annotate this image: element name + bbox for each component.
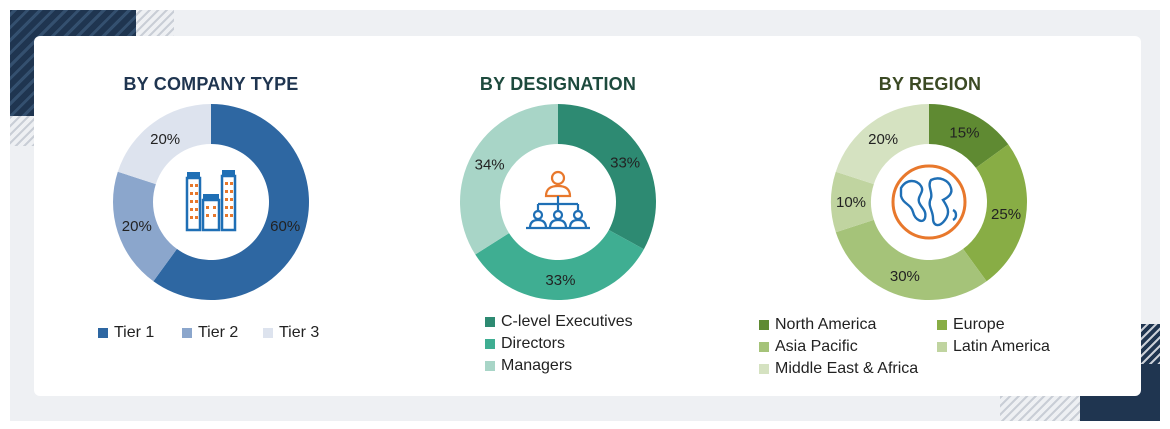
slice-directors bbox=[475, 229, 644, 300]
donut-company-type: 60% 20% 20% bbox=[113, 104, 309, 300]
data-label: 15% bbox=[949, 125, 979, 142]
slice-middle-east-africa bbox=[835, 104, 929, 185]
legend-label: Tier 1 bbox=[114, 324, 155, 341]
slice-managers bbox=[460, 104, 558, 255]
legend-swatch bbox=[263, 328, 273, 338]
chart-title-designation: BY DESIGNATION bbox=[479, 74, 637, 94]
data-label: 10% bbox=[836, 194, 866, 211]
slice-latin-america bbox=[831, 171, 874, 233]
slice-europe bbox=[963, 144, 1027, 282]
chart-title-company-type: BY COMPANY TYPE bbox=[123, 74, 299, 94]
legend-item: North America bbox=[759, 316, 876, 334]
slice-tier-2 bbox=[113, 171, 177, 282]
legend-item: Asia Pacific bbox=[759, 338, 858, 356]
legend-item: Tier 2 bbox=[182, 324, 238, 342]
legend-swatch bbox=[485, 361, 495, 371]
chart-title-region: BY REGION bbox=[878, 74, 982, 94]
legend-label: Latin America bbox=[953, 338, 1050, 355]
legend-item: Managers bbox=[485, 357, 572, 375]
slice-tier-1 bbox=[153, 104, 309, 300]
legend-swatch bbox=[485, 317, 495, 327]
data-label: 20% bbox=[150, 131, 180, 148]
legend-label: Tier 2 bbox=[198, 324, 239, 341]
legend-swatch bbox=[937, 342, 947, 352]
legend-label: Europe bbox=[953, 316, 1005, 333]
legend-label: Tier 3 bbox=[279, 324, 320, 341]
data-label: 30% bbox=[890, 268, 920, 285]
decor-hatch-right bbox=[1141, 324, 1160, 364]
legend-item: Latin America bbox=[937, 338, 1050, 356]
legend-swatch bbox=[182, 328, 192, 338]
legend-label: C-level Executives bbox=[501, 313, 633, 330]
slice-c-level-executives bbox=[558, 104, 656, 250]
slice-asia-pacific bbox=[835, 219, 987, 300]
decor-hatch-left bbox=[10, 116, 34, 146]
globe-icon bbox=[891, 164, 967, 240]
donut-designation: 33% 33% 34% bbox=[460, 104, 656, 300]
data-label: 60% bbox=[270, 218, 300, 235]
donut-region: 15% 25% 30% 10% 20% bbox=[831, 104, 1027, 300]
data-label: 20% bbox=[122, 218, 152, 235]
legend-label: Directors bbox=[501, 335, 566, 352]
legend-label: Managers bbox=[501, 357, 573, 374]
legend-label: Middle East & Africa bbox=[775, 360, 919, 377]
buildings-icon bbox=[185, 170, 237, 232]
legend-label: North America bbox=[775, 316, 877, 333]
org-hierarchy-icon bbox=[526, 170, 590, 230]
slice-tier-3 bbox=[117, 104, 211, 185]
legend-item: Tier 3 bbox=[263, 324, 319, 342]
data-label: 34% bbox=[475, 156, 505, 173]
legend-item: Middle East & Africa bbox=[759, 360, 918, 378]
legend-swatch bbox=[759, 320, 769, 330]
legend-item: Tier 1 bbox=[98, 324, 154, 342]
legend-item: Europe bbox=[937, 316, 1005, 334]
data-label: 33% bbox=[610, 154, 640, 171]
legend-swatch bbox=[759, 364, 769, 374]
legend-item: C-level Executives bbox=[485, 313, 633, 331]
legend-swatch bbox=[937, 320, 947, 330]
legend-label: Asia Pacific bbox=[775, 338, 858, 355]
data-label: 20% bbox=[868, 131, 898, 148]
data-label: 33% bbox=[545, 272, 575, 289]
legend-swatch bbox=[759, 342, 769, 352]
legend-item: Directors bbox=[485, 335, 565, 353]
legend-swatch bbox=[98, 328, 108, 338]
slice-north-america bbox=[929, 104, 1009, 168]
decor-hatch-bottom-right bbox=[1000, 392, 1080, 421]
decor-hatch-top-left bbox=[136, 10, 174, 38]
legend-swatch bbox=[485, 339, 495, 349]
data-label: 25% bbox=[991, 206, 1021, 223]
